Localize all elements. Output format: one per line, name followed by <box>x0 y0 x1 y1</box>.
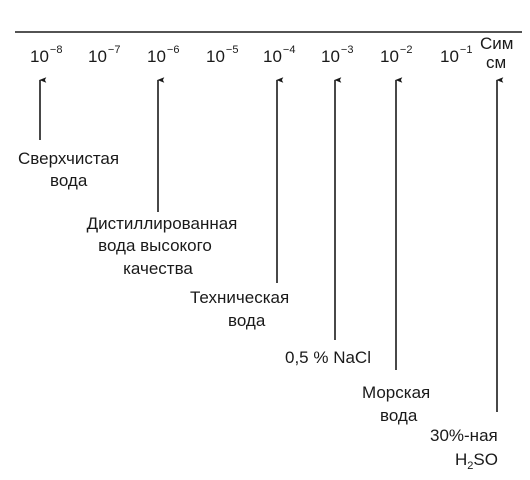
tick-base: 10 <box>321 47 340 66</box>
tick-label: 10−2 <box>380 44 412 66</box>
tick-base: 10 <box>440 47 459 66</box>
unit-denominator: см <box>486 53 506 72</box>
label: Сверхчистая <box>18 149 119 168</box>
label: Морская <box>362 383 430 402</box>
tick-exponent: −6 <box>167 44 180 56</box>
tick-label: 10−8 <box>30 44 62 66</box>
tick-base: 10 <box>380 47 399 66</box>
tick-label: 10−6 <box>147 44 179 66</box>
tick-label: 10−1 <box>440 44 472 66</box>
label: вода <box>380 406 418 425</box>
formula: H2SO <box>455 450 498 472</box>
tick-base: 10 <box>263 47 282 66</box>
label: Дистиллированная <box>87 214 238 233</box>
tick-label: 10−5 <box>206 44 238 66</box>
tick-base: 10 <box>88 47 107 66</box>
label: вода <box>228 311 266 330</box>
tick-labels: 10−8 10−7 10−6 10−5 10−4 10−3 10−2 10−1 <box>30 44 472 66</box>
label: вода высокого <box>98 236 212 255</box>
formula-part: H <box>455 450 467 469</box>
tick-exponent: −7 <box>108 44 121 56</box>
label: вода <box>50 171 88 190</box>
tick-exponent: −1 <box>460 44 473 56</box>
tick-label: 10−4 <box>263 44 295 66</box>
tick-base: 10 <box>206 47 225 66</box>
tick-exponent: −2 <box>400 44 413 56</box>
formula-part: SO <box>473 450 498 469</box>
label: 30%-ная <box>430 426 498 445</box>
tick-exponent: −8 <box>50 44 63 56</box>
tick-base: 10 <box>147 47 166 66</box>
tick-label: 10−7 <box>88 44 120 66</box>
tick-base: 10 <box>30 47 49 66</box>
label: Техническая <box>190 288 289 307</box>
label: 0,5 % NaCl <box>285 348 371 367</box>
formula-subscript: 2 <box>467 460 473 472</box>
tick-exponent: −5 <box>226 44 239 56</box>
tick-exponent: −3 <box>341 44 354 56</box>
label: качества <box>123 259 193 278</box>
tick-exponent: −4 <box>283 44 296 56</box>
unit-numerator: Сим <box>480 34 513 53</box>
tick-label: 10−3 <box>321 44 353 66</box>
